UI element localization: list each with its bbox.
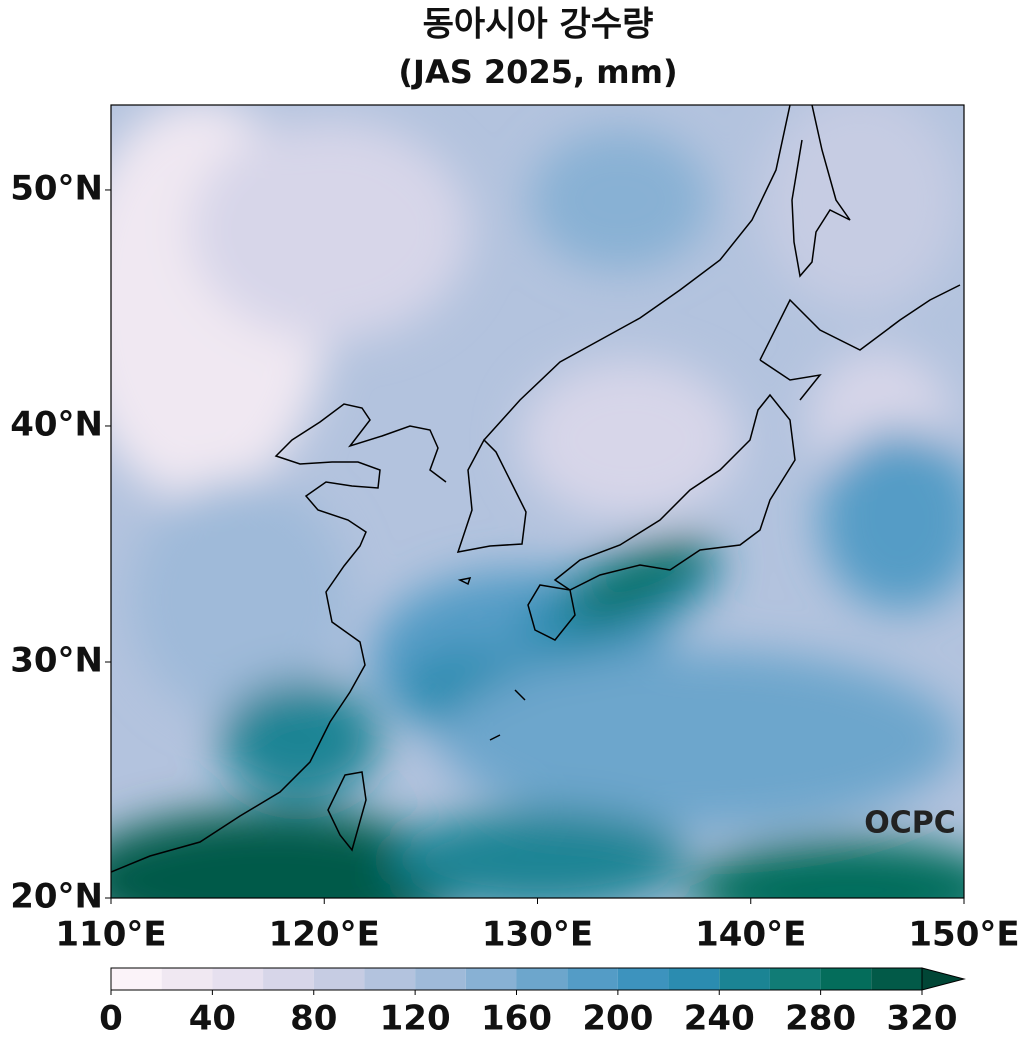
coastlines — [111, 105, 961, 873]
colorbar-tick-label: 80 — [290, 999, 337, 1039]
colorbar-segment — [567, 968, 618, 990]
x-tick-label: 140°E — [695, 915, 806, 955]
y-tick-label: 30°N — [10, 640, 103, 680]
colorbar-segment — [617, 968, 669, 990]
colorbar-tick-label: 200 — [582, 999, 653, 1039]
x-tick-label: 130°E — [482, 915, 593, 955]
colorbar-tick-label: 240 — [684, 999, 755, 1039]
precipitation-field — [111, 105, 964, 898]
y-tick-label: 20°N — [10, 877, 103, 917]
colorbar-segment — [871, 968, 922, 990]
y-tick-label: 40°N — [10, 404, 103, 444]
watermark: OCPC — [864, 806, 956, 841]
colorbar-extension — [921, 967, 966, 991]
colorbar-tick-label: 280 — [785, 999, 856, 1039]
colorbar-segment — [263, 968, 314, 990]
colorbar-segment — [111, 968, 162, 990]
colorbar-segment — [516, 968, 568, 990]
colorbar-segment — [668, 968, 720, 990]
y-tick-label: 50°N — [10, 168, 103, 208]
title: 동아시아 강수량 — [423, 5, 654, 45]
colorbar-segment — [769, 968, 821, 990]
colorbar-tick-label: 160 — [481, 999, 552, 1039]
colorbar-segment — [415, 968, 466, 990]
colorbar-tick-label: 320 — [887, 999, 958, 1039]
x-tick-label: 110°E — [55, 915, 166, 955]
colorbar-segment — [820, 968, 872, 990]
colorbar-segment — [161, 968, 213, 990]
x-tick-label: 120°E — [269, 915, 380, 955]
colorbar-tick-label: 0 — [99, 999, 123, 1039]
colorbar-segment — [719, 968, 770, 990]
colorbar-tick-label: 40 — [189, 999, 236, 1039]
colorbar-tick-label: 120 — [380, 999, 451, 1039]
subtitle: (JAS 2025, mm) — [398, 53, 677, 91]
colorbar-segment — [364, 968, 416, 990]
colorbar-segment — [313, 968, 365, 990]
colorbar-segment — [212, 968, 264, 990]
x-tick-label: 150°E — [908, 915, 1019, 955]
colorbar-segment — [465, 968, 517, 990]
